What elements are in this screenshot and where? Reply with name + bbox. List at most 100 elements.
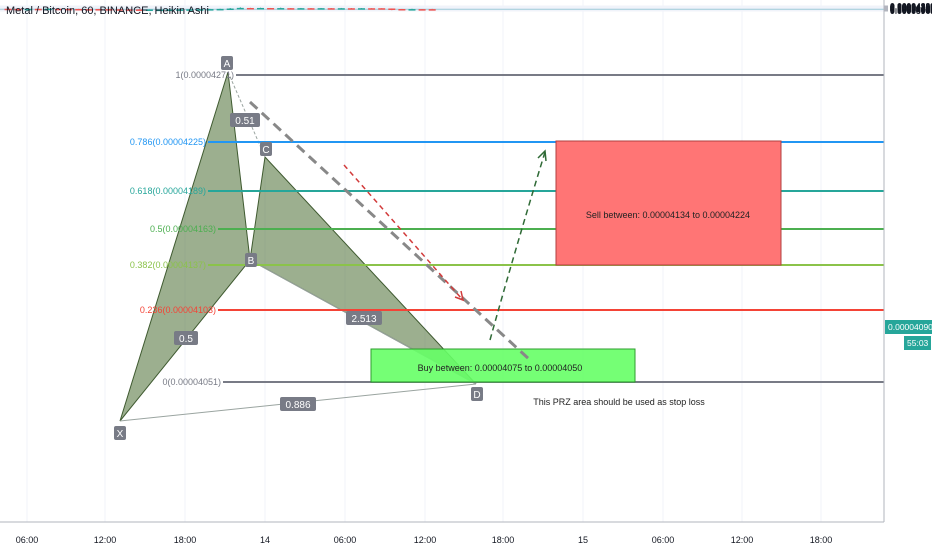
candle-body xyxy=(65,8,73,11)
ratio-xa-label: 0.5 xyxy=(179,334,193,345)
candle-body xyxy=(398,8,406,11)
point-b-label-badge xyxy=(245,253,257,267)
price-tick-label: 0.00004280 xyxy=(890,2,932,12)
candle-body xyxy=(246,7,254,10)
point-c-label-badge xyxy=(260,142,272,156)
candle-body xyxy=(145,9,153,12)
candle-body xyxy=(105,9,113,11)
time-tick-label: 12:00 xyxy=(414,535,437,545)
projection-arrows xyxy=(248,100,547,362)
price-tick-label: 0.00004080 xyxy=(890,4,932,14)
ratio-xa-label-badge xyxy=(174,331,198,345)
sell-zone-label: Sell between: 0.00004134 to 0.00004224 xyxy=(586,210,750,220)
candle-body xyxy=(297,8,305,10)
price-tick-label: 0.00004260 xyxy=(890,2,932,12)
time-tick-label: 06:00 xyxy=(334,535,357,545)
current-price-badge xyxy=(885,320,932,334)
fib-label: 1(0.00004271) xyxy=(175,70,234,80)
price-tick-label: 0.00004060 xyxy=(890,5,932,15)
time-tick-label: 18:00 xyxy=(810,535,833,545)
point-d-label-badge xyxy=(471,387,483,401)
time-axis[interactable]: 06:00 12:00 18:00 14 06:00 12:00 18:00 15 06:00 1… xyxy=(0,521,932,550)
candle-body xyxy=(388,8,396,10)
candle-body xyxy=(418,9,426,11)
fib-label: 0.236(0.00004103) xyxy=(140,305,216,315)
candle-body xyxy=(378,8,386,10)
candle-body xyxy=(115,9,123,11)
candle-body xyxy=(166,9,174,12)
candle-body xyxy=(226,8,234,11)
candle-body xyxy=(85,9,93,11)
candle-body xyxy=(216,8,224,11)
point-x-label-badge xyxy=(114,426,126,440)
price-tick-label: 0.00004180 xyxy=(890,3,932,13)
time-tick-label: 06:00 xyxy=(16,535,39,545)
time-tick-label: 18:00 xyxy=(492,535,515,545)
ratio-xd-label-badge xyxy=(280,397,316,411)
candle-body xyxy=(24,8,32,11)
ratio-bc-label: 2.513 xyxy=(351,314,376,325)
candle-body xyxy=(135,9,143,11)
candle-body xyxy=(4,8,12,11)
current-price-text: 0.00004090 xyxy=(888,322,932,332)
price-tick-label: 0.00004160 xyxy=(890,3,932,13)
arrowhead-red xyxy=(454,290,465,302)
price-tick-label: 0.00004300 xyxy=(890,1,932,11)
price-axis[interactable]: 0.000043200.000043000.000042800.00004260… xyxy=(883,0,932,550)
candle-body xyxy=(368,8,376,10)
chart-title: Metal / Bitcoin, 60, BINANCE, Heikin Ash… xyxy=(6,5,209,17)
ratio-ac-label-badge xyxy=(230,113,260,127)
candle-body xyxy=(176,9,184,11)
candle-body xyxy=(337,8,345,10)
fib-label: 0.786(0.00004225) xyxy=(130,137,206,147)
time-tick-label: 14 xyxy=(260,535,270,545)
fib-label: 0.5(0.00004163) xyxy=(150,224,216,234)
time-tick-label: 06:00 xyxy=(652,535,675,545)
candlestick-series xyxy=(4,7,436,12)
fib-retracement: 1(0.00004271) 0.786(0.00004225) 0.618(0.00… xyxy=(0,8,884,387)
time-tick-label: 18:00 xyxy=(174,535,197,545)
candle-body xyxy=(408,9,416,11)
time-tick-label: 12:00 xyxy=(94,535,117,545)
pattern-labels: A C B X D 0.51 0.5 2.513 0.886 xyxy=(114,56,483,440)
ratio-bc-label-badge xyxy=(346,311,382,325)
candle-body xyxy=(34,8,42,11)
candle-body xyxy=(287,8,295,10)
price-tick-label: 0.00004140 xyxy=(890,4,932,14)
countdown-badge xyxy=(904,336,931,350)
point-b-label: B xyxy=(248,256,255,267)
countdown-text: 55:03 xyxy=(907,338,929,348)
time-axis-bg xyxy=(0,522,932,550)
ratio-ac-label: 0.51 xyxy=(235,116,255,127)
candle-body xyxy=(257,7,264,10)
sell-zone xyxy=(555,140,782,266)
candle-body xyxy=(55,8,62,11)
fib-label: 0.382(0.00004137) xyxy=(130,260,206,270)
buy-zone-label: Buy between: 0.00004075 to 0.00004050 xyxy=(418,363,583,373)
candle-body xyxy=(428,9,436,11)
candle-body xyxy=(347,8,355,10)
candle-body xyxy=(156,9,163,12)
trade-zones: Sell between: 0.00004134 to 0.00004224 Bu… xyxy=(370,140,782,407)
candle-body xyxy=(186,9,194,11)
point-c-label: C xyxy=(262,145,269,156)
price-tick-label: 0.00004040 xyxy=(890,5,932,15)
fib-label: 0.618(0.00004189) xyxy=(130,186,206,196)
buy-zone xyxy=(370,348,636,383)
point-a-label-badge xyxy=(221,56,233,70)
price-tick-label: 0.00004320 xyxy=(890,1,932,11)
ratio-xd-label: 0.886 xyxy=(285,400,310,411)
candle-body xyxy=(277,8,285,10)
time-tick-label: 15 xyxy=(578,535,588,545)
candle-body xyxy=(317,8,325,10)
price-tick-label: 0.00003980 xyxy=(890,6,932,16)
candle-body xyxy=(14,8,22,11)
price-tick-label: 0.00004240 xyxy=(890,2,932,12)
candle-body xyxy=(358,8,365,10)
point-x-label: X xyxy=(117,429,124,440)
candle-body xyxy=(206,9,214,11)
price-tick-label: 0.00004100 xyxy=(890,4,932,14)
candle-body xyxy=(196,9,204,11)
point-d-label: D xyxy=(473,390,480,401)
